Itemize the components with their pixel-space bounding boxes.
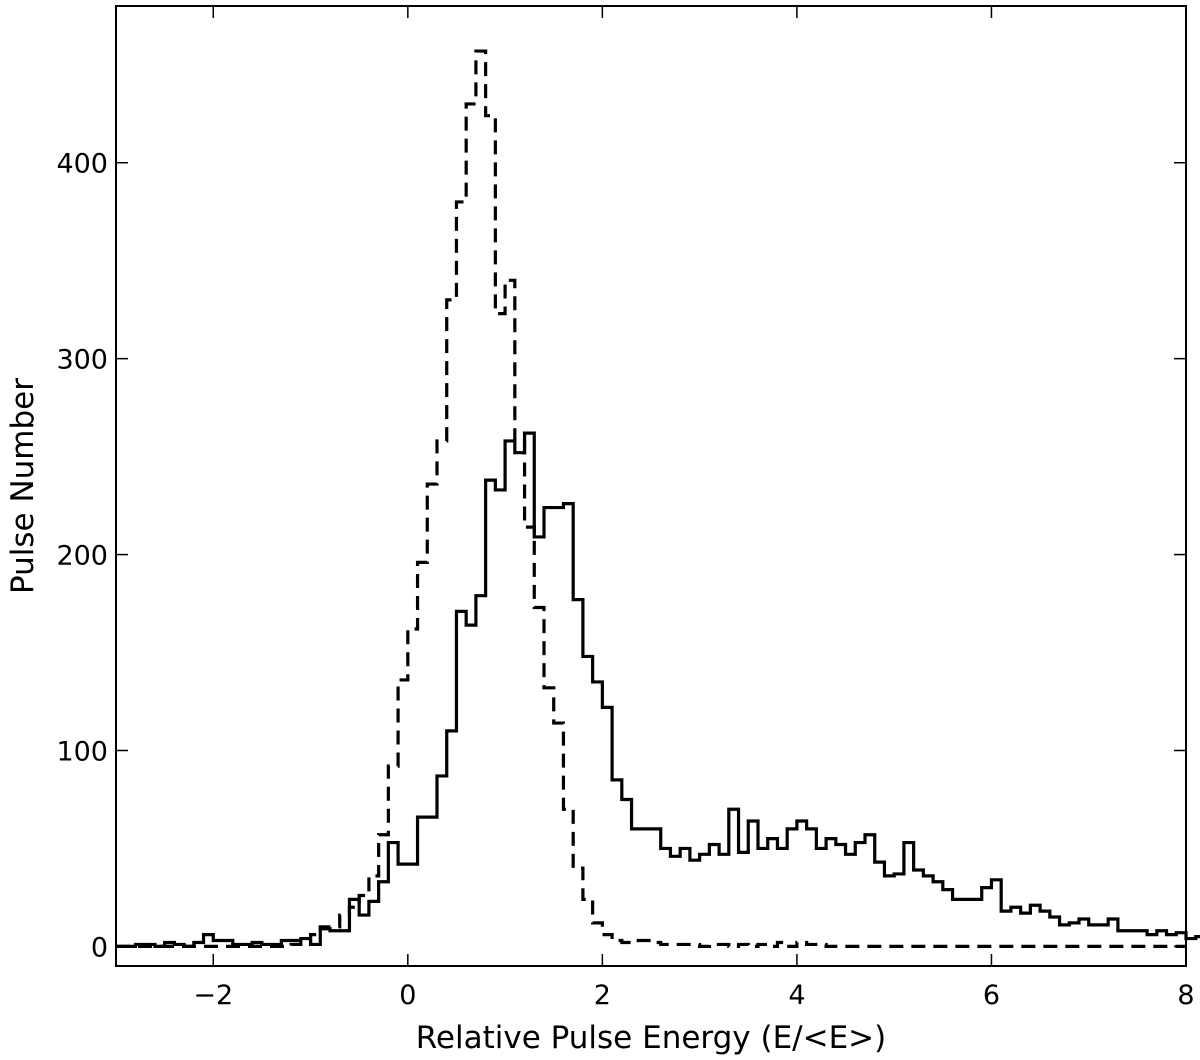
x-tick-label: 6 — [983, 980, 1000, 1011]
y-tick-label: 300 — [56, 345, 108, 376]
x-axis-ticks: −2 0 2 4 6 8 — [193, 6, 1195, 1011]
y-axis-ticks: 0 100 200 300 400 — [56, 149, 1186, 963]
y-tick-label: 100 — [56, 736, 108, 767]
solid-histogram-line — [116, 431, 1200, 949]
x-tick-label: 8 — [1177, 980, 1194, 1011]
y-tick-label: 200 — [56, 541, 108, 572]
x-tick-label: 4 — [788, 980, 805, 1011]
x-tick-label: 2 — [594, 980, 611, 1011]
x-tick-label: −2 — [193, 980, 233, 1011]
y-tick-label: 0 — [91, 932, 108, 963]
x-axis-label: Relative Pulse Energy (E/<E>) — [416, 1020, 887, 1056]
y-tick-label: 400 — [56, 149, 108, 180]
plot-area — [116, 49, 1200, 949]
x-tick-label: 0 — [399, 980, 416, 1011]
plot-frame — [115, 5, 1187, 967]
dashed-histogram-line — [116, 49, 1186, 949]
y-axis-label: Pulse Number — [5, 378, 41, 594]
plot-background — [116, 6, 1186, 966]
